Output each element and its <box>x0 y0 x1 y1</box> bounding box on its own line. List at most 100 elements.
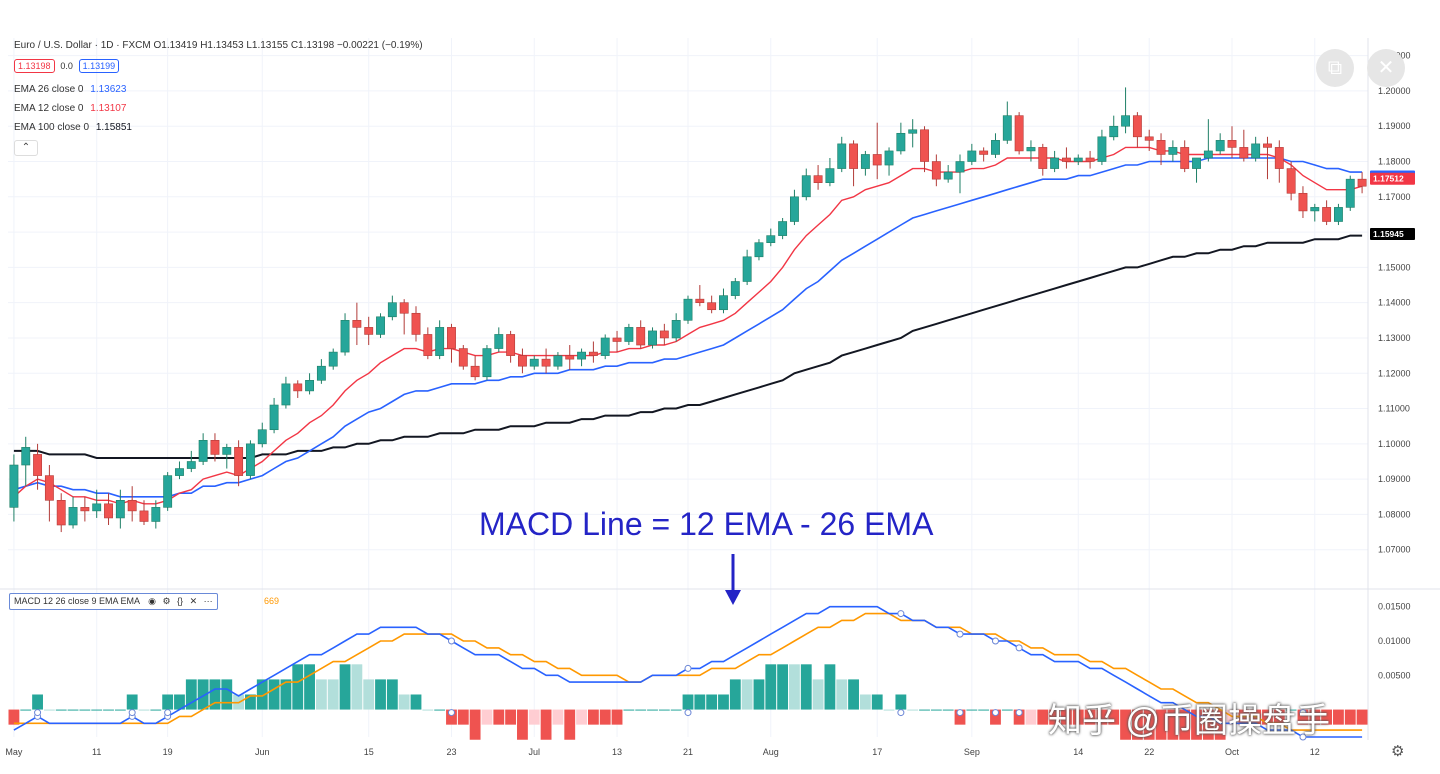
indicator-ema12[interactable]: EMA 12 close 0 1.13107 <box>14 103 126 114</box>
crossover-marker <box>447 709 455 717</box>
popout-icon[interactable]: ⧉ <box>1316 49 1354 87</box>
macd-tick-label: 0.00500 <box>1378 670 1411 680</box>
gear-icon[interactable]: ⚙ <box>162 596 171 606</box>
crossover-marker <box>991 709 999 717</box>
macd-histogram-bar <box>386 679 398 710</box>
candle-body <box>778 221 788 236</box>
candle-body <box>245 443 255 476</box>
crossover-marker <box>1299 733 1307 741</box>
candle-body <box>920 129 929 162</box>
macd-histogram-bar <box>883 709 895 711</box>
macd-tick-label: 0.01500 <box>1378 602 1411 612</box>
candle-body <box>387 302 397 318</box>
braces-icon[interactable]: {} <box>177 596 184 606</box>
macd-histogram-bar <box>836 679 848 710</box>
candle-body <box>115 500 125 519</box>
macd-histogram-bar <box>576 709 587 725</box>
macd-histogram-bar <box>327 679 339 710</box>
candle-body <box>659 330 669 339</box>
candle-body <box>789 196 799 222</box>
time-tick-label: 11 <box>92 747 101 757</box>
macd-histogram-bar <box>1049 709 1061 725</box>
macd-histogram-bar <box>871 694 883 710</box>
chart-header: Euro / U.S. Dollar · 1D · FXCM O1.13419 … <box>14 40 423 51</box>
macd-histogram-bar <box>599 709 611 725</box>
chevron-up-icon[interactable]: ⌃ <box>14 140 38 156</box>
macd-histogram-bar <box>1214 709 1226 740</box>
macd-histogram-bar <box>954 709 966 725</box>
candle-body <box>21 447 31 466</box>
macd-histogram-bar <box>91 709 103 711</box>
price-label-box <box>1370 228 1415 241</box>
macd-histogram-bar <box>1285 709 1297 711</box>
macd-histogram-bar <box>339 664 351 710</box>
macd-histogram-bar <box>410 694 422 710</box>
macd-histogram-bar <box>1025 709 1037 725</box>
macd-histogram-bar <box>493 709 505 725</box>
candle-body <box>1357 178 1367 187</box>
candle-body <box>1002 115 1012 141</box>
price-label-text: 1.17512 <box>1373 174 1404 184</box>
close-icon[interactable]: ✕ <box>1367 49 1405 87</box>
candle-body <box>529 358 539 367</box>
candle-body <box>1345 178 1355 208</box>
candle-body <box>636 327 646 346</box>
watermark: 知乎 @币圈操盘手 <box>1048 702 1330 740</box>
macd-histogram-bar <box>1309 709 1321 725</box>
macd-histogram-bar <box>552 709 564 725</box>
symbol-title[interactable]: Euro / U.S. Dollar · 1D · FXCM <box>14 40 151 51</box>
candle-body <box>494 334 504 349</box>
candle-body <box>1227 140 1237 148</box>
price-tick-label: 1.19000 <box>1378 121 1411 131</box>
indicator-value: 1.13107 <box>90 103 127 114</box>
macd-histogram-bar <box>623 709 635 711</box>
candle-body <box>1192 157 1201 169</box>
price-label-text: 1.15945 <box>1373 229 1404 239</box>
candle-body <box>671 320 681 339</box>
candle-body <box>340 320 350 353</box>
macd-histogram-bar <box>1037 709 1049 725</box>
eye-icon[interactable]: ◉ <box>148 596 156 606</box>
more-icon[interactable]: ··· <box>203 596 213 606</box>
crossover-marker <box>128 709 136 717</box>
macd-histogram-bar <box>812 679 824 710</box>
candle-body <box>908 129 918 134</box>
time-tick-label: 17 <box>872 747 882 757</box>
spread-value: 0.0 <box>60 61 73 71</box>
macd-histogram-bar <box>221 679 233 710</box>
macd-histogram-bar <box>103 709 114 711</box>
macd-histogram-bar <box>1202 709 1214 740</box>
annotation-arrowhead <box>725 590 741 605</box>
indicator-ema26[interactable]: EMA 26 close 0 1.13623 <box>14 84 126 95</box>
macd-histogram-bar <box>185 679 197 710</box>
macd-histogram-bar <box>978 709 990 711</box>
macd-histogram-bar <box>114 709 126 711</box>
crossover-marker <box>1015 644 1023 652</box>
candle-body <box>979 150 989 155</box>
ask-price[interactable]: 1.13199 <box>78 59 120 73</box>
macd-value-partial: 669 <box>264 596 280 606</box>
candle-body <box>470 365 480 378</box>
candle-body <box>447 327 456 349</box>
candle-body <box>139 510 149 522</box>
close-icon[interactable]: ✕ <box>189 596 198 606</box>
macd-histogram-bar <box>79 709 91 711</box>
candle-body <box>1298 192 1308 212</box>
candle-body <box>198 440 208 462</box>
macd-legend[interactable]: MACD 12 26 close 9 EMA EMA ◉ ⚙ {} ✕ ··· <box>9 593 218 610</box>
time-tick-label: Jun <box>255 747 270 757</box>
macd-histogram-bar <box>457 709 469 725</box>
candle-body <box>328 351 338 367</box>
macd-histogram-bar <box>1120 709 1131 740</box>
indicator-ema100[interactable]: EMA 100 close 0 1.15851 <box>14 122 132 133</box>
macd-histogram-bar <box>1013 709 1025 725</box>
bid-price[interactable]: 1.13198 <box>14 59 55 73</box>
crossover-marker <box>447 637 455 645</box>
settings-gear-icon[interactable]: ⚙ <box>1391 743 1405 760</box>
candle-body <box>1215 140 1225 152</box>
time-tick-label: Aug <box>763 747 779 757</box>
candle-body <box>1061 157 1071 162</box>
price-tick-label: 1.09000 <box>1378 474 1411 484</box>
macd-histogram-bar <box>753 679 765 710</box>
